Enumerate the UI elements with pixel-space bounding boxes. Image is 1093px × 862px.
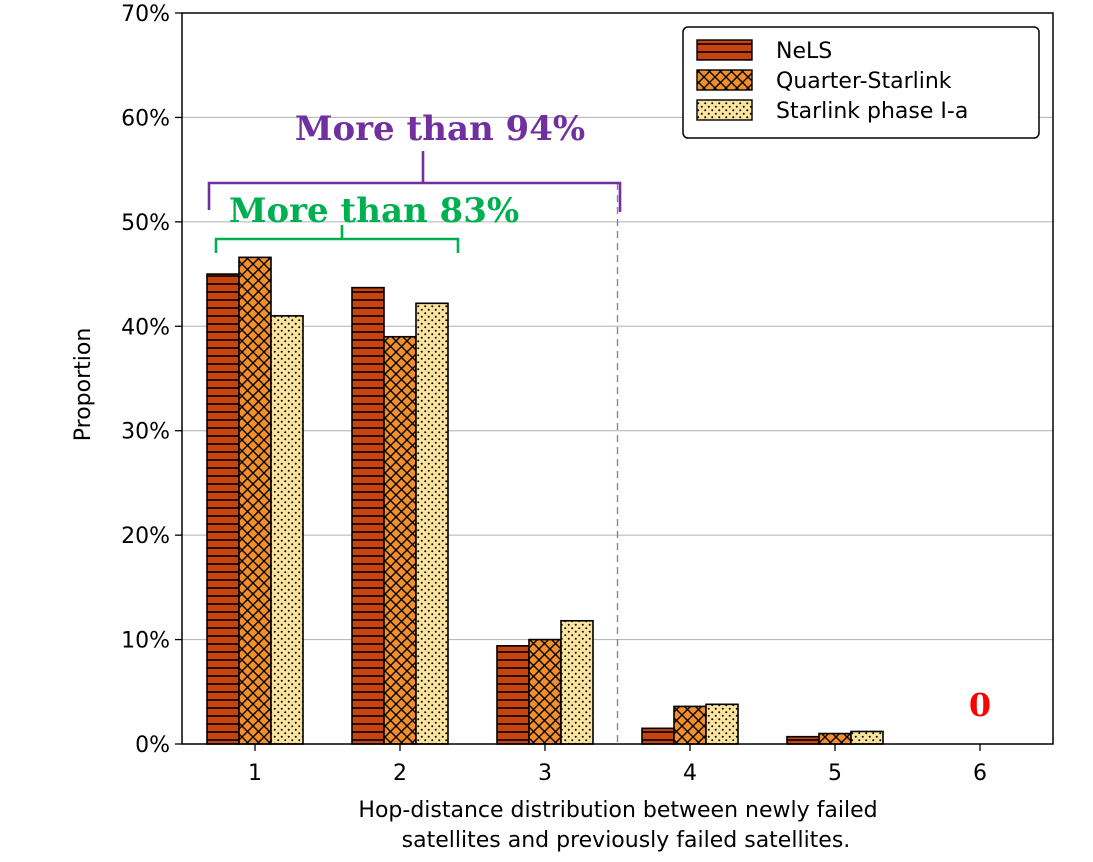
bar	[528, 638, 562, 745]
bar	[560, 619, 594, 745]
bar	[270, 315, 304, 745]
annotation-83: More than 83%	[229, 191, 519, 231]
bar	[351, 286, 385, 745]
legend-label: Starlink phase I-a	[776, 99, 968, 124]
x-tick-label: 2	[393, 761, 407, 786]
y-tick-label: 50%	[121, 211, 170, 236]
bracket-94	[207, 151, 622, 212]
bar	[238, 256, 272, 745]
bar	[705, 703, 739, 745]
bar	[673, 705, 707, 745]
x-tick-label: 5	[828, 761, 842, 786]
bar	[850, 730, 884, 745]
bar	[818, 732, 852, 745]
legend-box	[682, 26, 1040, 139]
legend-swatch	[696, 39, 753, 61]
legend-label: Quarter-Starlink	[776, 69, 952, 94]
x-tick-label: 3	[538, 761, 552, 786]
bars	[206, 256, 884, 745]
y-tick-label: 10%	[121, 629, 170, 654]
annotation-94: More than 94%	[295, 109, 585, 149]
legend-swatch	[696, 99, 753, 121]
y-tick-label: 30%	[121, 420, 170, 445]
bar	[206, 273, 240, 745]
y-tick-label: 60%	[121, 106, 170, 131]
bar	[496, 645, 530, 745]
bar	[786, 735, 820, 745]
bar	[415, 302, 449, 745]
axes: 0% 10% 20% 30% 40% 50% 60% 70% 1 2 3 4 5 6 Proportion H…	[71, 2, 1054, 853]
bracket-83	[214, 225, 460, 253]
x-tick-label: 6	[973, 761, 987, 786]
y-axis-label: Proportion	[71, 328, 96, 442]
y-tick-label: 70%	[121, 2, 170, 27]
annotation-zero: 0	[969, 686, 991, 724]
bar	[641, 727, 675, 745]
x-tick-label: 1	[248, 761, 262, 786]
x-tick-label: 4	[683, 761, 697, 786]
legend-label: NeLS	[776, 39, 832, 64]
legend: NeLS Quarter-Starlink Starlink phase I-a	[682, 26, 1040, 139]
x-axis-label: Hop-distance distribution between newly …	[358, 798, 877, 853]
legend-swatch	[696, 69, 753, 91]
bar	[383, 335, 417, 745]
y-tick-label: 20%	[121, 524, 170, 549]
annotations: More than 94% More than 83% 0	[207, 109, 991, 744]
y-tick-label: 40%	[121, 315, 170, 340]
plot-frame	[181, 12, 1054, 745]
y-tick-label: 0%	[135, 733, 170, 758]
